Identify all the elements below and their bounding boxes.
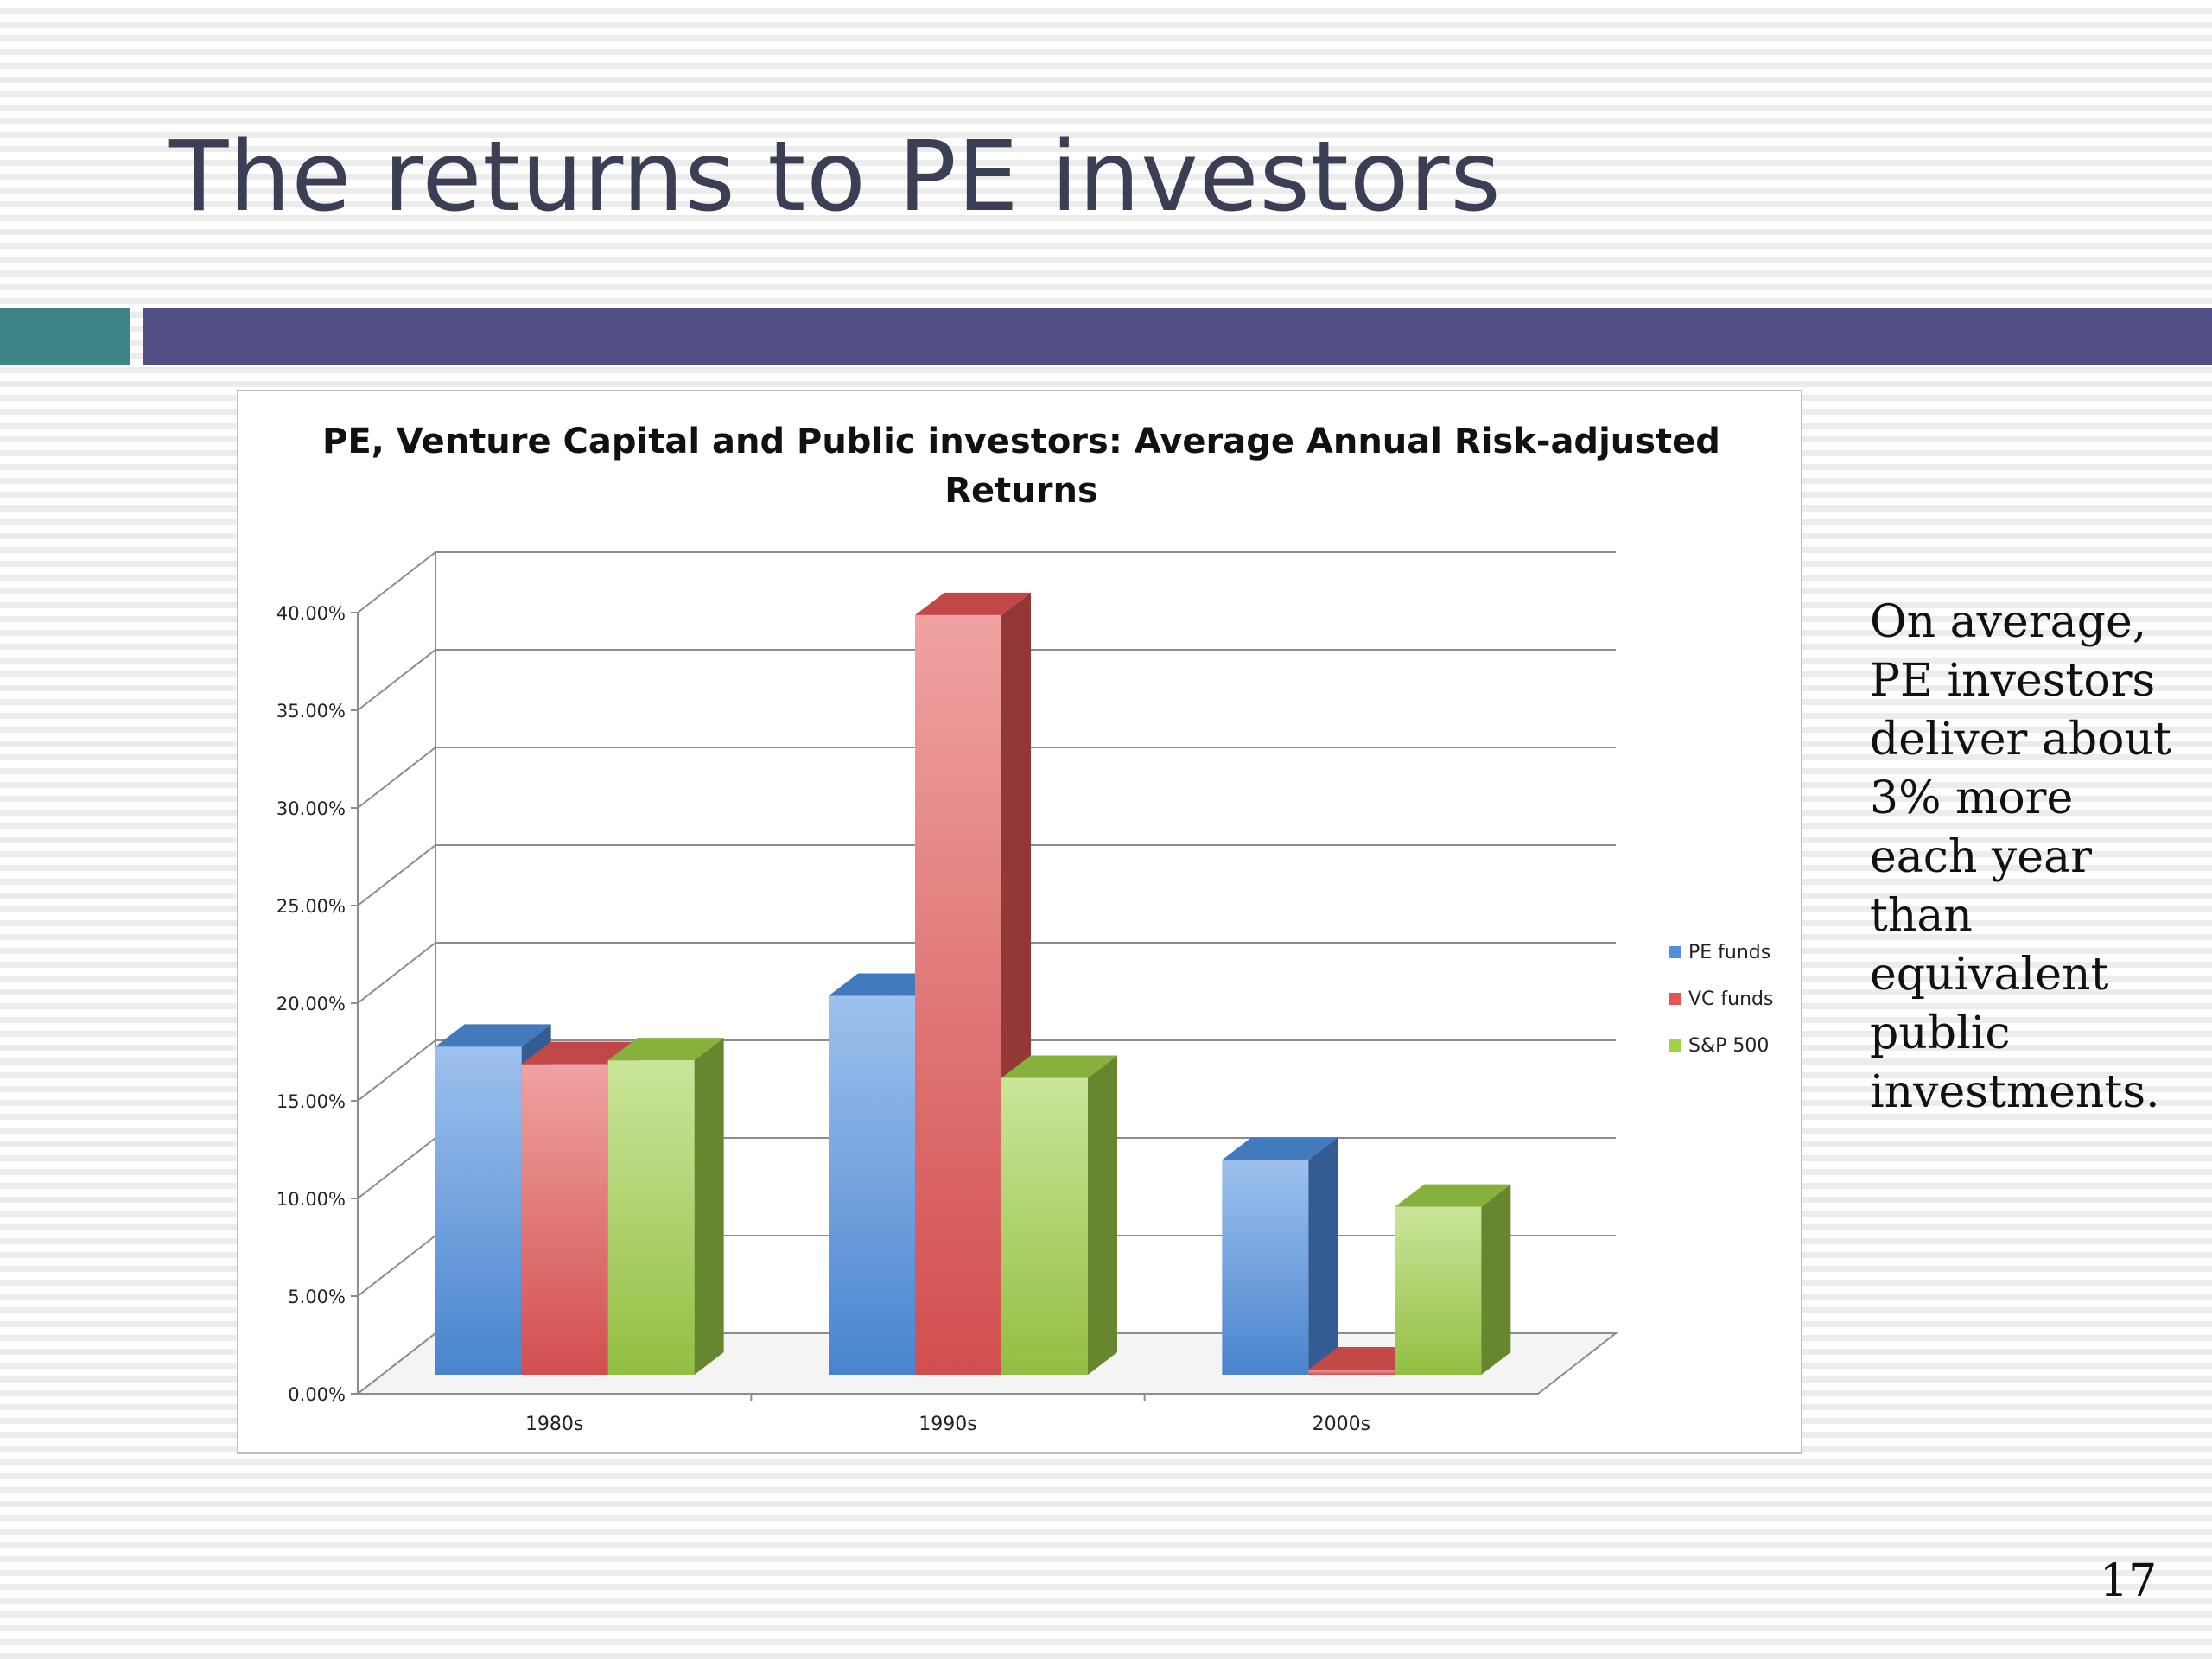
bar-side	[694, 1038, 724, 1375]
x-tick-label: 1990s	[918, 1414, 976, 1435]
legend-label-sp500: S&P 500	[1688, 1034, 1770, 1057]
bar-top	[915, 592, 1031, 615]
gridline-depth	[357, 1039, 436, 1102]
bar-top	[1001, 1055, 1117, 1078]
bar	[1001, 1077, 1088, 1375]
y-tick-label: 5.00%	[288, 1287, 346, 1307]
bar	[1308, 1370, 1395, 1375]
chart-title-line-1: PE, Venture Capital and Public investors…	[322, 422, 1720, 461]
bar-side	[1308, 1137, 1338, 1375]
side-note-line: each year	[1870, 831, 2092, 883]
side-note-line: than	[1870, 890, 1973, 942]
side-note-line: public	[1870, 1007, 2011, 1059]
legend-item-sp500: S&P 500	[1669, 1022, 1773, 1069]
y-tick-label: 35.00%	[276, 701, 346, 721]
slide-title: The returns to PE investors	[169, 121, 1502, 233]
bar-top	[435, 1024, 551, 1047]
side-note-line: equivalent	[1870, 949, 2109, 1001]
bar	[1222, 1160, 1309, 1375]
side-note: On average, PE investors deliver about 3…	[1870, 593, 2198, 1122]
bar-top	[607, 1038, 724, 1061]
y-tick-label: 40.00%	[276, 603, 346, 624]
legend-label-vc-funds: VC funds	[1688, 988, 1774, 1010]
bar-side	[1088, 1055, 1117, 1375]
chart-title-line-2: Returns	[944, 471, 1098, 511]
gridline-depth	[357, 1137, 436, 1199]
bar-top	[1222, 1137, 1338, 1160]
side-note-line: On average,	[1870, 596, 2147, 648]
title-underline-bar	[143, 308, 2212, 365]
chart-title: PE, Venture Capital and Public investors…	[238, 417, 1804, 516]
bar	[829, 995, 915, 1375]
legend-swatch-sp500	[1669, 1039, 1681, 1052]
bar	[521, 1064, 608, 1375]
side-note-line: 3% more	[1870, 772, 2074, 824]
side-note-line: deliver about	[1870, 714, 2171, 766]
y-tick-label: 20.00%	[276, 994, 346, 1014]
bar-side	[1481, 1184, 1511, 1375]
gridline-depth	[357, 1235, 436, 1297]
gridline-depth	[357, 844, 436, 906]
bar	[915, 614, 1001, 1375]
bar-chart: 0.00% 5.00% 10.00% 15.00% 20.00% 25.00% 30.00%…	[276, 551, 1618, 1435]
legend-item-vc-funds: VC funds	[1669, 976, 1773, 1022]
gridline-depth	[357, 551, 436, 613]
gridline-depth	[357, 649, 436, 711]
bar	[1395, 1206, 1482, 1375]
bar-top	[521, 1041, 638, 1065]
legend-swatch-pe-funds	[1669, 946, 1681, 958]
chart-legend: PE funds VC funds S&P 500	[1669, 929, 1773, 1069]
accent-bar	[0, 308, 130, 365]
x-tick-label: 2000s	[1313, 1414, 1370, 1435]
y-tick-label: 30.00%	[276, 798, 346, 819]
y-tick-label: 10.00%	[276, 1189, 346, 1210]
y-tick-label: 15.00%	[276, 1091, 346, 1112]
legend-label-pe-funds: PE funds	[1688, 941, 1771, 963]
y-tick-label: 0.00%	[288, 1384, 346, 1405]
legend-item-pe-funds: PE funds	[1669, 929, 1773, 976]
x-tick-label: 1980s	[525, 1414, 583, 1435]
side-note-line: PE investors	[1870, 655, 2156, 707]
bar-top	[1395, 1184, 1511, 1207]
legend-swatch-vc-funds	[1669, 993, 1681, 1005]
bar	[607, 1060, 695, 1375]
page-number: 17	[2100, 1555, 2158, 1607]
gridline-depth	[357, 747, 436, 809]
side-note-line: investments.	[1870, 1066, 2160, 1118]
gridline-depth	[357, 942, 436, 1004]
y-tick-label: 25.00%	[276, 896, 346, 917]
chart-frame: PE, Venture Capital and Public investors…	[237, 390, 1802, 1454]
bar	[435, 1046, 522, 1375]
